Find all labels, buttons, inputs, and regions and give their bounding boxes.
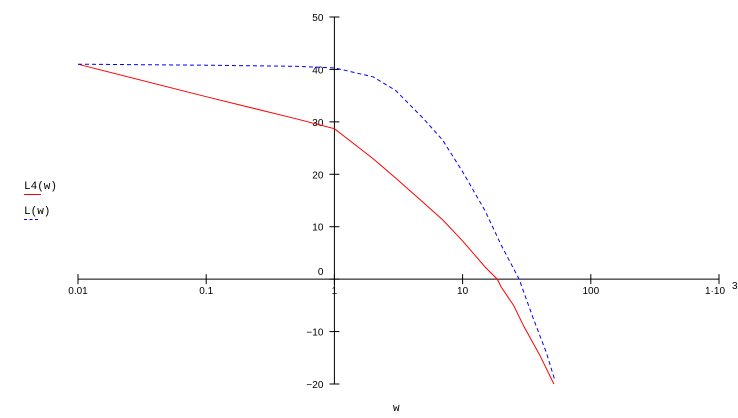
x-tick-label: 1 <box>332 286 338 297</box>
legend-label-l: L(w) <box>24 206 51 218</box>
x-tick-label: 100 <box>582 286 599 297</box>
legend-label-l4: L4(w) <box>24 181 58 193</box>
x-tick-label: 1·10 <box>705 286 725 297</box>
y-tick-label: −10 <box>306 328 323 339</box>
y-tick-label: 40 <box>312 65 324 76</box>
x-tick-label: 0.01 <box>68 286 88 297</box>
series-line-0 <box>77 63 555 385</box>
x-tick-exponent: 3 <box>732 281 738 292</box>
y-tick-label: 50 <box>312 13 324 24</box>
x-axis-label: w <box>393 403 400 415</box>
x-tick-label: 10 <box>457 286 469 297</box>
legend-swatch-l <box>24 219 38 221</box>
legend-swatch-l4 <box>24 194 41 195</box>
y-tick-label: 10 <box>312 223 324 234</box>
series-line-1 <box>77 63 555 379</box>
x-tick-label: 0.1 <box>199 286 213 297</box>
legend-item-l4: L4(w) <box>24 181 57 195</box>
y-tick-label: 30 <box>312 118 324 129</box>
y-tick-label: 0 <box>318 267 324 278</box>
legend-item-l: L(w) <box>24 206 50 221</box>
y-tick-label: 20 <box>312 170 324 181</box>
y-tick-label: −20 <box>306 380 323 391</box>
